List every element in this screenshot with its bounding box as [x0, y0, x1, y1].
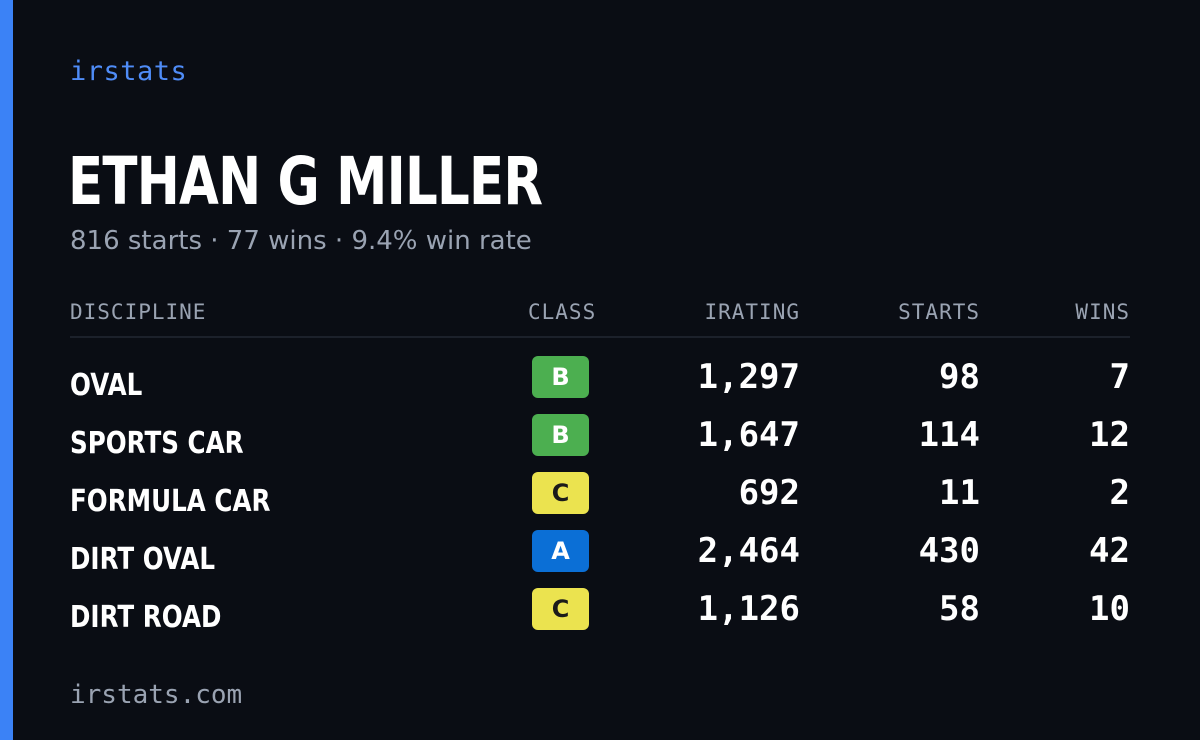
irating-value: 1,126 [697, 589, 800, 629]
wins-value: 42 [1089, 531, 1130, 571]
wins-value: 12 [1089, 415, 1130, 455]
header-discipline: DISCIPLINE [70, 300, 207, 324]
header-wins: WINS [1075, 300, 1130, 324]
starts-value: 11 [939, 473, 980, 513]
header-class: CLASS [528, 300, 597, 324]
footer-url: irstats.com [70, 680, 243, 710]
starts-value: 58 [939, 589, 980, 629]
class-badge: C [532, 472, 589, 514]
table-body: OVAL B 1,297 98 7 SPORTS CAR B 1,647 114… [70, 352, 1130, 642]
table-row: DIRT ROAD C 1,126 58 10 [70, 584, 1130, 642]
discipline-name: SPORTS CAR [70, 426, 244, 461]
table-row: FORMULA CAR C 692 11 2 [70, 468, 1130, 526]
wins-value: 10 [1089, 589, 1130, 629]
player-name: ETHAN G MILLER [68, 143, 543, 220]
header-irating: IRATING [704, 300, 800, 324]
header-starts: STARTS [898, 300, 980, 324]
class-badge: C [532, 588, 589, 630]
starts-value: 98 [939, 357, 980, 397]
table-row: SPORTS CAR B 1,647 114 12 [70, 410, 1130, 468]
player-summary: 816 starts · 77 wins · 9.4% win rate [70, 226, 532, 256]
irating-value: 1,647 [697, 415, 800, 455]
wins-value: 7 [1109, 357, 1130, 397]
class-badge: A [532, 530, 589, 572]
stats-table: DISCIPLINE CLASS IRATING STARTS WINS OVA… [70, 296, 1130, 642]
class-badge: B [532, 356, 589, 398]
discipline-name: DIRT ROAD [70, 600, 222, 635]
discipline-name: DIRT OVAL [70, 542, 216, 577]
table-header: DISCIPLINE CLASS IRATING STARTS WINS [70, 296, 1130, 338]
discipline-name: FORMULA CAR [70, 484, 271, 519]
brand-logo: irstats [70, 56, 188, 87]
discipline-name: OVAL [70, 368, 143, 403]
irating-value: 1,297 [697, 357, 800, 397]
table-row: DIRT OVAL A 2,464 430 42 [70, 526, 1130, 584]
irating-value: 692 [738, 473, 800, 513]
starts-value: 114 [918, 415, 980, 455]
table-row: OVAL B 1,297 98 7 [70, 352, 1130, 410]
irating-value: 2,464 [697, 531, 800, 571]
wins-value: 2 [1109, 473, 1130, 513]
class-badge: B [532, 414, 589, 456]
accent-bar [0, 0, 13, 740]
starts-value: 430 [918, 531, 980, 571]
